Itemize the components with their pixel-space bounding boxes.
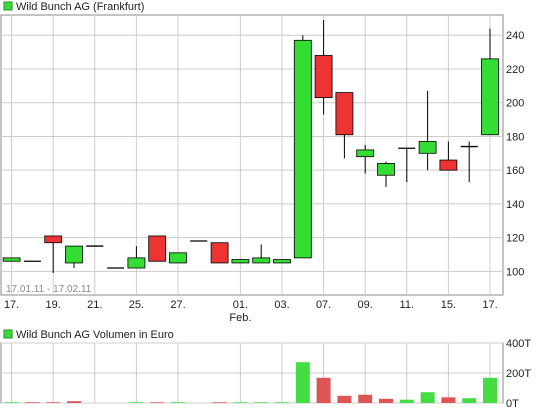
- volume-bar: [399, 399, 414, 403]
- date-range-label: 17.01.11 - 17.02.11: [6, 284, 92, 295]
- price-x-tick-label: 21.: [87, 299, 102, 311]
- volume-bar: [67, 401, 81, 403]
- price-y-tick-label: 160: [506, 165, 524, 177]
- price-x-tick-label: 17.: [4, 299, 19, 311]
- candle-body: [335, 92, 354, 136]
- candle: [65, 245, 83, 269]
- volume-bar: [462, 398, 477, 403]
- price-y-tick-label: 240: [506, 30, 524, 42]
- volume-bar: [295, 362, 310, 403]
- volume-bar: [316, 377, 331, 403]
- candlestick-series: [2, 20, 499, 274]
- volume-bar: [4, 402, 19, 403]
- volume-legend-icon: [3, 329, 13, 339]
- candle-body: [439, 159, 458, 171]
- candle-body: [231, 259, 250, 264]
- candle: [2, 257, 21, 262]
- candle: [252, 244, 271, 264]
- volume-panel: Wild Bunch AG Volumen in Euro 0T 200T 400T: [0, 329, 531, 410]
- volume-bar: [233, 402, 248, 403]
- candle: [418, 90, 437, 171]
- candle: [293, 35, 312, 259]
- volume-bar: [337, 395, 352, 403]
- candle-body: [210, 242, 229, 264]
- price-y-tick-label: 100: [506, 266, 524, 278]
- candle-body: [148, 235, 167, 262]
- volume-bar: [171, 402, 185, 403]
- candle: [148, 235, 167, 262]
- candle: [314, 20, 333, 115]
- volume-y-tick-label: 400T: [506, 338, 531, 350]
- volume-bar: [441, 397, 456, 403]
- price-x-tick-label: 11.: [400, 299, 414, 311]
- price-x-axis: 17. 19. 21. 25. 27. 01. 03. 07. 09. 11. 15. 17. Feb.: [4, 299, 498, 324]
- volume-y-tick-label: 200T: [506, 368, 531, 380]
- month-label: Feb.: [229, 312, 251, 324]
- candle: [231, 259, 250, 264]
- candle-body: [293, 39, 312, 259]
- price-x-tick-label: 25.: [129, 299, 144, 311]
- volume-bar-series: [4, 362, 497, 403]
- candle-body: [273, 259, 291, 264]
- candle: [439, 141, 458, 171]
- price-y-tick-label: 180: [506, 131, 524, 143]
- volume-y-tick-label: 0T: [506, 398, 519, 410]
- candle: [481, 28, 499, 136]
- candle-body: [356, 149, 375, 158]
- volume-bar: [483, 377, 497, 403]
- price-legend-icon: [3, 1, 13, 11]
- candle: [210, 242, 229, 264]
- volume-chart-title: Wild Bunch AG Volumen in Euro: [16, 329, 174, 341]
- candle-body: [314, 55, 333, 99]
- price-plot-frame: [0, 14, 504, 296]
- price-y-tick-label: 120: [506, 233, 524, 245]
- price-panel: Wild Bunch AG (Frankfurt) 100 120 140 160 18…: [0, 1, 524, 324]
- price-x-tick-label: 27.: [170, 299, 185, 311]
- candle-body: [2, 257, 21, 262]
- volume-bar: [254, 402, 269, 403]
- price-chart-title: Wild Bunch AG (Frankfurt): [16, 1, 144, 13]
- volume-bar: [379, 398, 393, 403]
- price-x-tick-label: 19.: [46, 299, 61, 311]
- candle-body: [127, 257, 146, 269]
- candle-body: [65, 245, 83, 264]
- volume-y-axis: 0T 200T 400T: [506, 338, 531, 410]
- volume-bar: [150, 402, 165, 403]
- candle: [460, 141, 478, 182]
- price-y-axis: 100 120 140 160 180 200 220 240: [506, 30, 524, 278]
- volume-bar: [46, 402, 61, 403]
- price-x-tick-label: 03.: [274, 299, 289, 311]
- price-x-tick-label: 09.: [358, 299, 373, 311]
- volume-bar: [129, 402, 144, 403]
- candle: [169, 252, 187, 264]
- candle-body: [377, 163, 395, 176]
- price-y-tick-label: 220: [506, 64, 524, 76]
- candle: [44, 235, 63, 274]
- price-y-tick-label: 200: [506, 98, 524, 110]
- volume-bar: [420, 392, 435, 403]
- candle-body: [169, 252, 187, 264]
- price-x-tick-label: 17.: [482, 299, 497, 311]
- candle: [356, 144, 375, 174]
- volume-bar: [212, 402, 227, 403]
- candle: [273, 259, 291, 264]
- price-x-tick-label: 15.: [441, 299, 456, 311]
- volume-bar: [358, 394, 373, 403]
- price-x-tick-label: 01.: [233, 299, 248, 311]
- price-y-tick-label: 140: [506, 199, 524, 211]
- candle-body: [418, 141, 437, 154]
- candle: [398, 147, 416, 182]
- candle-body: [481, 58, 499, 136]
- candle-body: [252, 257, 271, 264]
- volume-bar: [275, 402, 289, 403]
- price-x-tick-label: 07.: [316, 299, 331, 311]
- candle: [377, 161, 395, 188]
- candle: [335, 92, 354, 159]
- candle-body: [44, 235, 63, 244]
- candle: [127, 246, 146, 269]
- volume-bar: [25, 402, 40, 403]
